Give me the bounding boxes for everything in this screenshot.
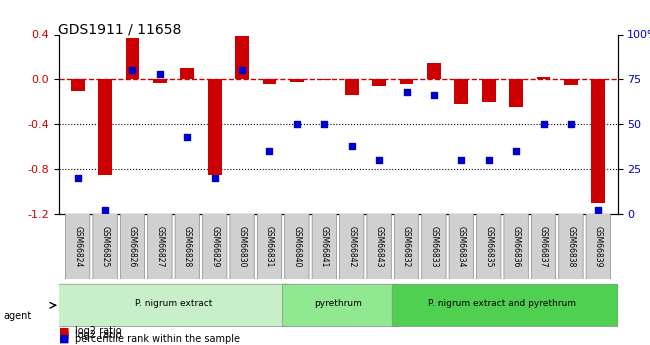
- FancyBboxPatch shape: [203, 213, 227, 280]
- FancyBboxPatch shape: [586, 213, 610, 280]
- Text: GSM66833: GSM66833: [430, 226, 438, 267]
- Point: [538, 121, 549, 127]
- Text: GSM66843: GSM66843: [374, 226, 384, 267]
- Text: GSM66836: GSM66836: [512, 226, 521, 267]
- Text: GSM66830: GSM66830: [238, 226, 246, 267]
- Bar: [71, 79, 84, 91]
- Text: GSM66828: GSM66828: [183, 226, 192, 267]
- FancyBboxPatch shape: [531, 213, 556, 280]
- FancyBboxPatch shape: [559, 213, 583, 280]
- Bar: [509, 79, 523, 107]
- Point: [265, 148, 275, 154]
- Bar: [125, 38, 139, 79]
- Text: GSM66829: GSM66829: [210, 226, 219, 267]
- FancyBboxPatch shape: [476, 213, 501, 280]
- FancyBboxPatch shape: [422, 213, 446, 280]
- Text: GSM66840: GSM66840: [292, 226, 302, 267]
- Text: GSM66835: GSM66835: [484, 226, 493, 267]
- FancyBboxPatch shape: [312, 213, 337, 280]
- Text: GSM66841: GSM66841: [320, 226, 329, 267]
- Bar: [482, 79, 495, 102]
- Point: [209, 175, 220, 181]
- FancyBboxPatch shape: [93, 213, 117, 280]
- Point: [456, 157, 467, 163]
- Text: log2 ratio: log2 ratio: [75, 330, 122, 340]
- Bar: [564, 79, 578, 85]
- Bar: [345, 79, 359, 95]
- Point: [155, 71, 165, 77]
- Point: [429, 93, 439, 98]
- Point: [319, 121, 330, 127]
- Text: GSM66831: GSM66831: [265, 226, 274, 267]
- FancyBboxPatch shape: [285, 213, 309, 280]
- Point: [346, 143, 357, 148]
- FancyBboxPatch shape: [283, 284, 399, 326]
- Point: [566, 121, 576, 127]
- FancyBboxPatch shape: [449, 213, 473, 280]
- Bar: [263, 79, 276, 84]
- Point: [100, 208, 110, 213]
- Text: P. nigrum extract: P. nigrum extract: [135, 298, 213, 308]
- Text: ■: ■: [58, 330, 69, 340]
- Text: GSM66832: GSM66832: [402, 226, 411, 267]
- Point: [484, 157, 494, 163]
- Bar: [290, 79, 304, 82]
- Text: percentile rank within the sample: percentile rank within the sample: [75, 334, 240, 344]
- Bar: [317, 79, 331, 80]
- Point: [127, 68, 138, 73]
- Text: log2 ratio: log2 ratio: [75, 326, 122, 336]
- FancyBboxPatch shape: [66, 213, 90, 280]
- Bar: [427, 62, 441, 79]
- FancyBboxPatch shape: [148, 213, 172, 280]
- Text: GDS1911 / 11658: GDS1911 / 11658: [58, 22, 182, 37]
- FancyBboxPatch shape: [339, 213, 364, 280]
- Text: GSM66842: GSM66842: [347, 226, 356, 267]
- Point: [292, 121, 302, 127]
- Point: [73, 175, 83, 181]
- FancyBboxPatch shape: [367, 213, 391, 280]
- Point: [401, 89, 411, 95]
- Point: [237, 68, 247, 73]
- FancyBboxPatch shape: [257, 213, 281, 280]
- Point: [182, 134, 192, 139]
- FancyBboxPatch shape: [392, 284, 618, 326]
- Bar: [235, 36, 249, 79]
- FancyBboxPatch shape: [58, 284, 289, 326]
- Text: GSM66824: GSM66824: [73, 226, 82, 267]
- Text: GSM66826: GSM66826: [128, 226, 137, 267]
- Bar: [98, 79, 112, 175]
- Bar: [537, 77, 551, 79]
- Text: GSM66838: GSM66838: [566, 226, 575, 267]
- FancyBboxPatch shape: [230, 213, 254, 280]
- Text: ■: ■: [58, 334, 69, 344]
- Bar: [153, 79, 167, 83]
- FancyBboxPatch shape: [175, 213, 200, 280]
- FancyBboxPatch shape: [120, 213, 145, 280]
- Text: agent: agent: [3, 311, 31, 321]
- FancyBboxPatch shape: [504, 213, 528, 280]
- Text: GSM66837: GSM66837: [539, 226, 548, 267]
- Bar: [592, 79, 605, 203]
- Text: P. nigrum extract and pyrethrum: P. nigrum extract and pyrethrum: [428, 298, 577, 308]
- Bar: [208, 79, 222, 175]
- Text: GSM66825: GSM66825: [101, 226, 110, 267]
- Bar: [400, 79, 413, 84]
- Text: GSM66827: GSM66827: [155, 226, 164, 267]
- Bar: [454, 79, 468, 104]
- Text: ■: ■: [58, 326, 69, 336]
- Text: pyrethrum: pyrethrum: [314, 298, 362, 308]
- Text: GSM66839: GSM66839: [594, 226, 603, 267]
- Text: GSM66834: GSM66834: [457, 226, 466, 267]
- Bar: [372, 79, 386, 86]
- FancyBboxPatch shape: [395, 213, 419, 280]
- Point: [593, 208, 603, 213]
- Point: [511, 148, 521, 154]
- Point: [374, 157, 384, 163]
- Bar: [181, 68, 194, 79]
